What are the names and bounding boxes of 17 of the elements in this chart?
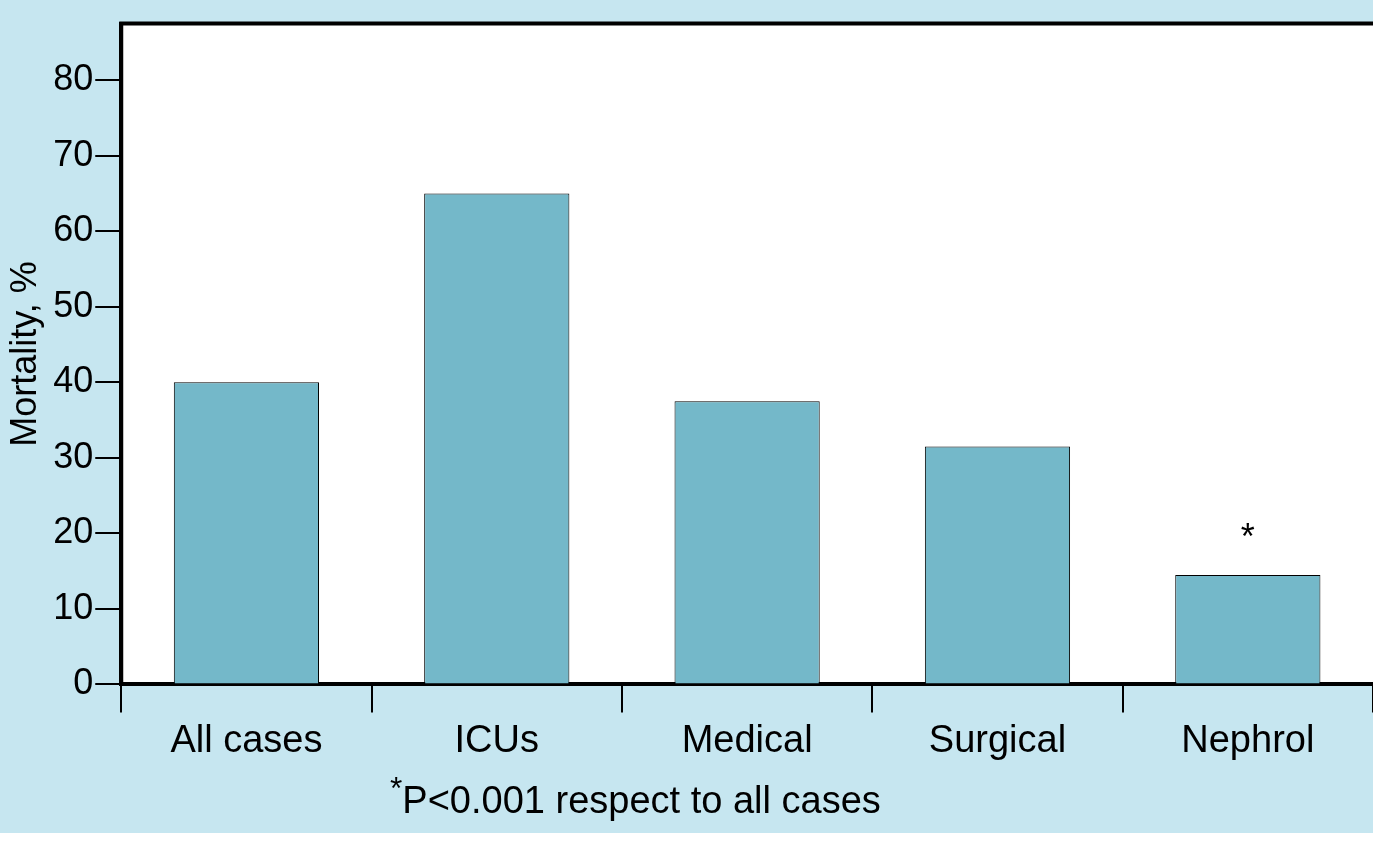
x-tick-label: All cases <box>170 717 323 760</box>
y-tick-label: 50 <box>53 283 94 325</box>
y-tick-label: 20 <box>53 510 94 552</box>
y-tick-label: 10 <box>53 585 94 627</box>
x-tick-label: Nephrol <box>1181 717 1315 760</box>
x-tick-label: Surgical <box>928 717 1067 760</box>
x-tick-label: Medical <box>681 717 813 760</box>
y-tick-label: 70 <box>53 132 94 174</box>
y-tick-label: 80 <box>53 57 94 99</box>
y-tick-label: 40 <box>53 359 94 401</box>
annotation: * <box>1240 515 1255 557</box>
y-axis-title: Mortality, % <box>2 261 44 447</box>
y-tick-label: 60 <box>53 208 94 250</box>
x-tick-label: ICUs <box>454 717 539 760</box>
text: $^{*}$P<0.001 respect to all cases <box>390 770 881 822</box>
y-tick-label: 30 <box>53 434 94 476</box>
y-tick-label: 0 <box>73 661 94 703</box>
